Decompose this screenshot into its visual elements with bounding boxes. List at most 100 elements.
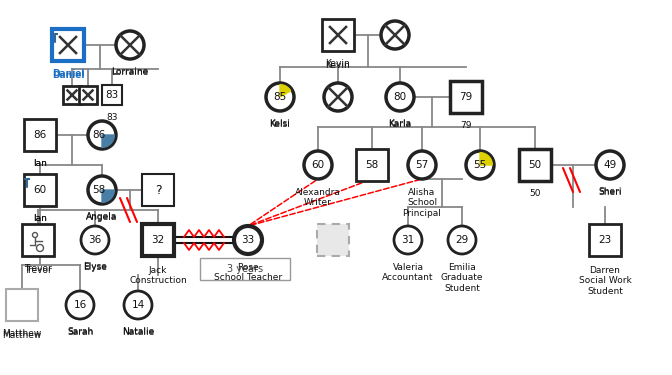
Text: Natalie: Natalie <box>122 327 154 336</box>
Text: Ian: Ian <box>33 159 47 168</box>
Ellipse shape <box>81 226 109 254</box>
Text: Kevin: Kevin <box>326 59 350 68</box>
Polygon shape <box>280 85 291 97</box>
Text: 85: 85 <box>274 92 287 102</box>
Text: 14: 14 <box>131 300 144 310</box>
Bar <box>6 289 38 321</box>
Text: Jack
Construction: Jack Construction <box>129 266 187 285</box>
Text: 49: 49 <box>603 160 617 170</box>
Text: 32: 32 <box>151 235 165 245</box>
Text: 16: 16 <box>73 300 87 310</box>
Bar <box>589 224 621 256</box>
Ellipse shape <box>448 226 476 254</box>
Text: 83: 83 <box>106 113 118 122</box>
Text: 60: 60 <box>311 160 325 170</box>
Bar <box>63 86 81 104</box>
Ellipse shape <box>324 83 352 111</box>
Ellipse shape <box>124 291 152 319</box>
Ellipse shape <box>386 83 414 111</box>
Bar <box>317 224 349 256</box>
Bar <box>519 149 551 181</box>
Text: 57: 57 <box>415 160 429 170</box>
Text: 36: 36 <box>89 235 101 245</box>
Text: 50: 50 <box>530 189 541 198</box>
Text: Ian: Ian <box>33 214 47 223</box>
Bar <box>535 149 551 165</box>
Ellipse shape <box>88 176 116 204</box>
Text: Valeria
Accountant: Valeria Accountant <box>382 263 433 282</box>
Bar <box>466 81 482 97</box>
Text: 31: 31 <box>401 235 415 245</box>
Text: Karla: Karla <box>388 120 411 129</box>
Ellipse shape <box>266 83 294 111</box>
FancyBboxPatch shape <box>200 258 290 280</box>
Text: Natalie: Natalie <box>122 328 154 337</box>
Bar <box>24 119 56 151</box>
Text: 58: 58 <box>366 160 378 170</box>
Ellipse shape <box>394 226 422 254</box>
Text: Sarah: Sarah <box>67 328 93 337</box>
Text: Rose
School Teacher: Rose School Teacher <box>214 263 282 282</box>
Text: 3 years: 3 years <box>227 264 263 274</box>
Ellipse shape <box>381 21 409 49</box>
Text: Kelsi: Kelsi <box>269 119 290 128</box>
Ellipse shape <box>466 151 494 179</box>
Text: 29: 29 <box>456 235 468 245</box>
Text: Ian: Ian <box>33 214 47 223</box>
Bar <box>322 19 354 51</box>
Text: Elyse: Elyse <box>83 262 107 271</box>
Text: 86: 86 <box>92 130 106 140</box>
Bar <box>142 174 174 206</box>
Text: Angela: Angela <box>86 213 118 222</box>
Text: Elyse: Elyse <box>83 263 107 272</box>
Ellipse shape <box>408 151 436 179</box>
Polygon shape <box>102 135 114 147</box>
Ellipse shape <box>596 151 624 179</box>
Text: Angela: Angela <box>86 212 118 221</box>
Text: Kelsi: Kelsi <box>269 120 290 129</box>
Text: Matthew: Matthew <box>3 329 42 338</box>
Bar <box>450 81 482 113</box>
Text: Sheri: Sheri <box>598 188 622 197</box>
Text: Sarah: Sarah <box>67 327 93 336</box>
Bar <box>22 224 54 256</box>
Text: Trevor: Trevor <box>24 264 52 273</box>
Text: Alisha
School
Principal: Alisha School Principal <box>403 188 442 218</box>
Text: Sheri: Sheri <box>598 187 622 196</box>
Text: Kevin: Kevin <box>326 61 350 70</box>
Text: 79: 79 <box>460 121 472 130</box>
Ellipse shape <box>116 31 144 59</box>
Ellipse shape <box>88 121 116 149</box>
Text: Lorraine: Lorraine <box>112 68 149 77</box>
Bar <box>102 85 122 105</box>
Text: Trevor: Trevor <box>24 266 52 275</box>
Text: 60: 60 <box>34 185 46 195</box>
Text: 23: 23 <box>598 235 612 245</box>
Text: Alexandra
Writer: Alexandra Writer <box>295 188 341 207</box>
Text: Matthew: Matthew <box>3 331 42 340</box>
Ellipse shape <box>234 226 262 254</box>
Text: Lorraine: Lorraine <box>112 67 149 76</box>
Text: Karla: Karla <box>388 119 411 128</box>
Bar <box>142 224 174 256</box>
Text: Emilia
Graduate
Student: Emilia Graduate Student <box>441 263 483 293</box>
Text: ?: ? <box>155 183 161 196</box>
Text: Daniel: Daniel <box>52 71 84 80</box>
Text: Ian: Ian <box>33 159 47 168</box>
Text: 79: 79 <box>460 92 472 102</box>
Bar <box>79 86 97 104</box>
Text: 55: 55 <box>473 160 487 170</box>
Ellipse shape <box>66 291 94 319</box>
Bar <box>52 29 84 61</box>
Text: Daniel: Daniel <box>52 69 84 78</box>
Polygon shape <box>480 153 493 165</box>
Bar <box>24 174 56 206</box>
Bar <box>356 149 388 181</box>
Text: 86: 86 <box>34 130 46 140</box>
Ellipse shape <box>304 151 332 179</box>
Text: 83: 83 <box>106 90 119 100</box>
Text: Darren
Social Work
Student: Darren Social Work Student <box>579 266 632 296</box>
Text: 50: 50 <box>528 160 542 170</box>
Polygon shape <box>102 190 114 202</box>
Text: 33: 33 <box>241 235 255 245</box>
